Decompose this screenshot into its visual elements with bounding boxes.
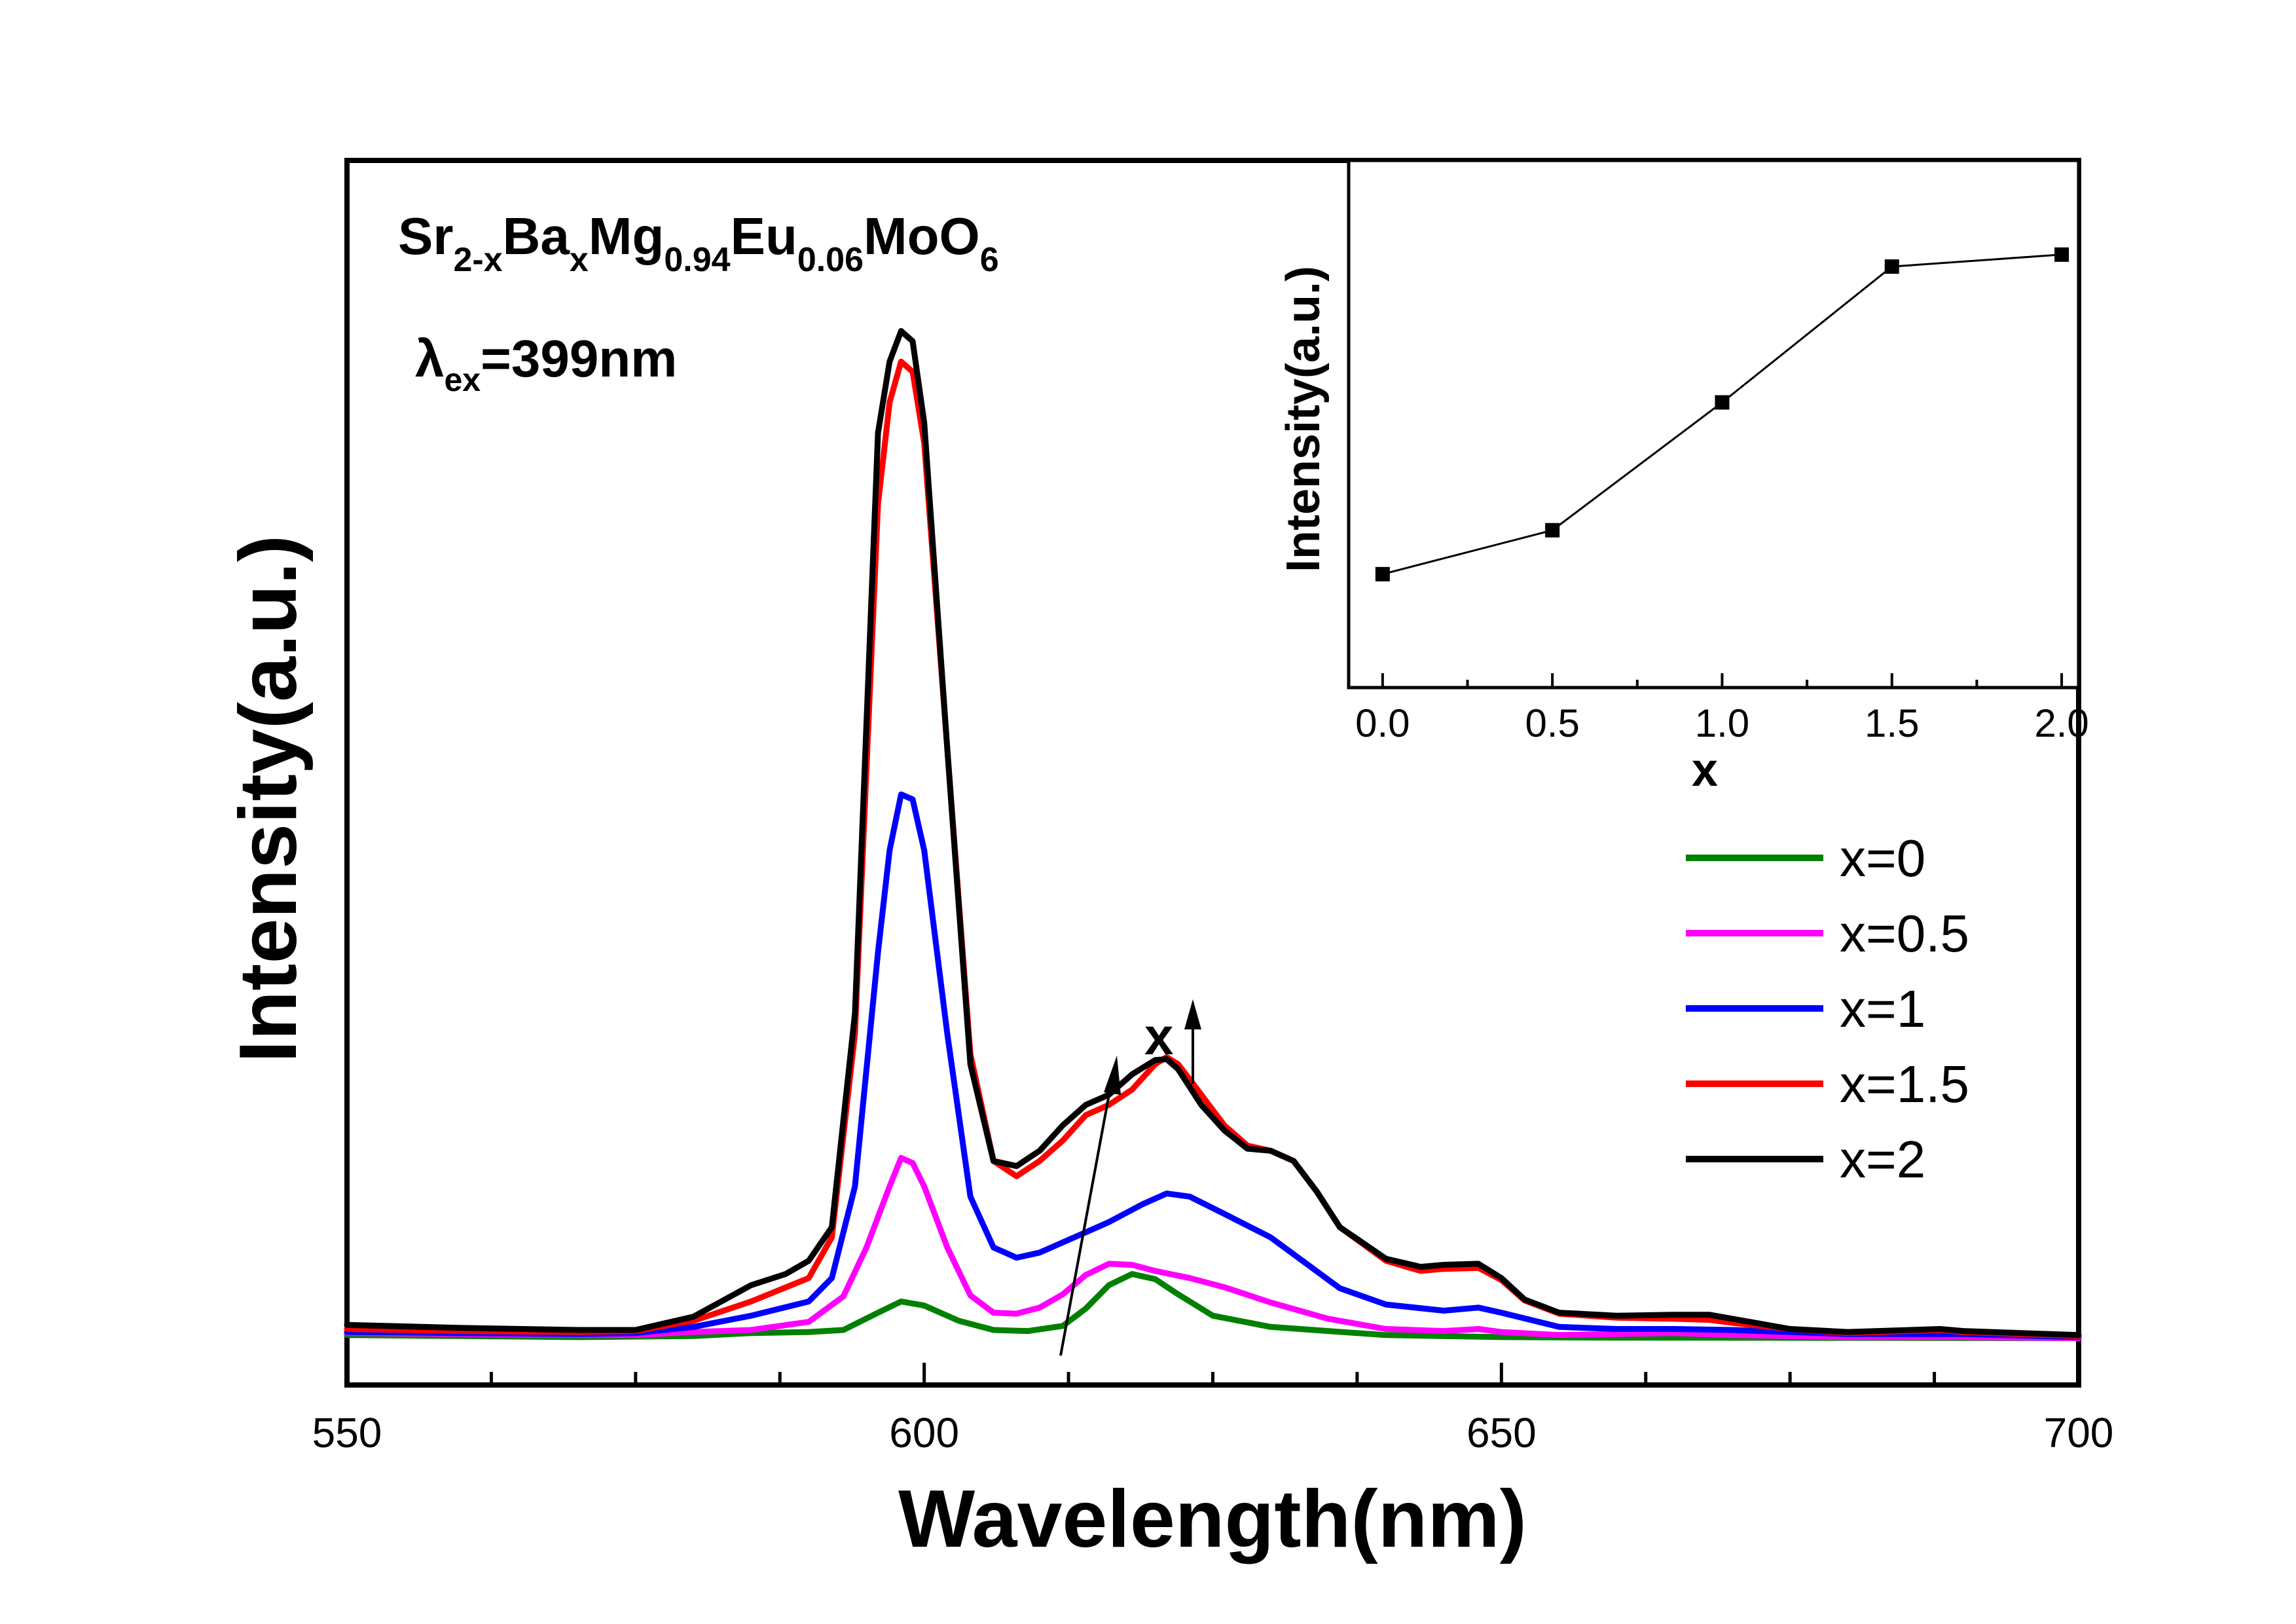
- compound-formula: Sr2-xBaxMg0.94Eu0.06MoO6: [398, 207, 999, 279]
- main-x-ticks: 550 600 650 700: [312, 1363, 2114, 1456]
- legend: x=0 x=0.5 x=1 x=1.5 x=2: [1686, 829, 1969, 1189]
- inset-plot-frame: [1347, 158, 2081, 690]
- inset-point-1: [1545, 523, 1560, 538]
- inset-x-tick-label: 0.0: [1355, 701, 1410, 745]
- x-tick-label: 600: [889, 1409, 959, 1456]
- main-y-axis-title: Intensity(a.u.): [223, 535, 314, 1063]
- inset-x-tick-label: 0.5: [1525, 701, 1579, 745]
- inset-y-axis-title: Intensity(a.u.): [1277, 266, 1330, 572]
- inset-series-group: [1375, 247, 2069, 581]
- inset-x-tick-label: 1.0: [1695, 701, 1749, 745]
- legend-label-1: x=0.5: [1840, 904, 1969, 963]
- inset-point-3: [1884, 259, 1899, 274]
- legend-label-0: x=0: [1840, 829, 1925, 887]
- excitation-wavelength: λex=399nm: [415, 329, 677, 398]
- trend-label: x: [1144, 1007, 1174, 1065]
- x-tick-label: 550: [312, 1409, 382, 1456]
- inset-x-tick-label: 2.0: [2034, 701, 2088, 745]
- legend-label-4: x=2: [1840, 1130, 1925, 1189]
- trend-arrow: [1059, 1056, 1121, 1356]
- inset-x-tick-label: 1.5: [1865, 701, 1919, 745]
- trend-up-arrow: [1184, 999, 1201, 1084]
- inset-point-2: [1715, 395, 1730, 410]
- series-line-0: [344, 1271, 2082, 1341]
- legend-label-2: x=1: [1840, 980, 1925, 1038]
- x-tick-label: 700: [2044, 1409, 2114, 1456]
- inset-x-ticks: 0.0 0.5 1.0 1.5 2.0: [1355, 673, 2089, 745]
- inset-point-4: [2054, 247, 2069, 262]
- main-x-axis-title: Wavelength(nm): [898, 1474, 1527, 1564]
- inset-point-0: [1375, 566, 1390, 581]
- x-tick-label: 650: [1467, 1409, 1537, 1456]
- series-line-4: [344, 328, 2082, 1338]
- main-series-group: [344, 328, 2082, 1341]
- inset-x-axis-title: x: [1692, 744, 1718, 796]
- legend-label-3: x=1.5: [1840, 1055, 1969, 1113]
- series-line-1: [344, 1154, 2082, 1341]
- series-line-2: [344, 791, 2082, 1340]
